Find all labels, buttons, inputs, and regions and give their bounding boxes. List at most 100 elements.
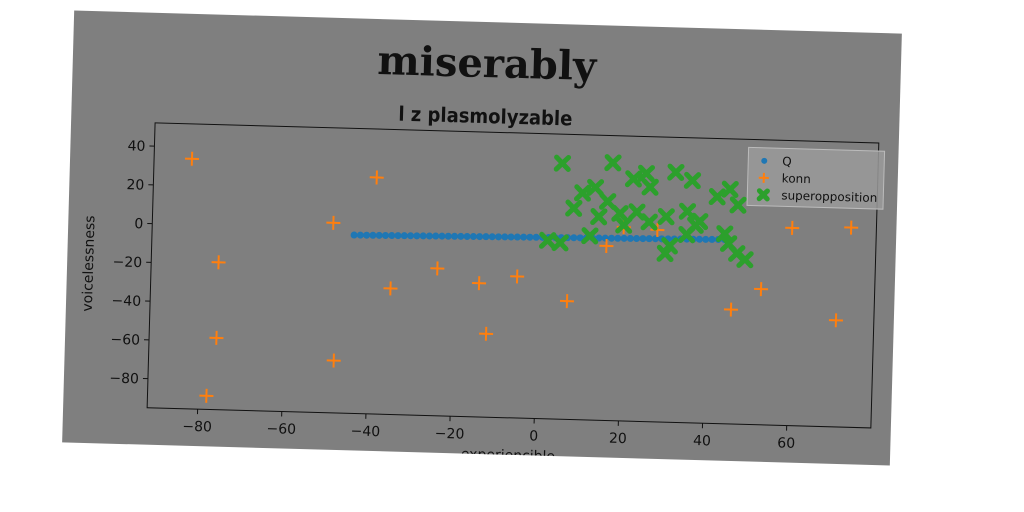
point-Q <box>413 232 421 240</box>
legend-label: konn <box>782 171 811 186</box>
point-konn <box>828 313 843 328</box>
point-Q <box>507 233 515 241</box>
y-tick-label: −80 <box>109 371 139 388</box>
point-Q <box>488 233 496 241</box>
point-superopposition <box>590 208 608 226</box>
point-Q <box>350 231 358 239</box>
point-superopposition <box>565 199 583 217</box>
point-Q <box>532 233 540 241</box>
marks-layer <box>184 151 859 403</box>
point-konn <box>510 269 525 284</box>
legend-label: Q <box>782 154 792 168</box>
point-Q <box>708 235 716 243</box>
point-superopposition <box>604 154 622 172</box>
point-superopposition <box>551 234 569 252</box>
point-superopposition <box>683 171 702 190</box>
point-superopposition <box>538 231 557 250</box>
x-tick-label: −20 <box>435 426 465 443</box>
y-axis-label: voicelessness <box>80 215 99 312</box>
legend-marker-superopposition <box>756 188 770 202</box>
point-Q <box>620 234 628 242</box>
point-superopposition <box>686 216 705 234</box>
point-Q <box>381 231 389 239</box>
point-Q <box>444 232 452 240</box>
point-konn <box>184 151 200 166</box>
point-konn <box>599 238 614 254</box>
point-Q <box>651 235 659 243</box>
point-superopposition <box>729 196 747 214</box>
point-konn <box>326 215 341 230</box>
point-konn <box>754 282 769 297</box>
x-tick-label: 60 <box>777 435 795 451</box>
point-Q <box>400 232 408 240</box>
point-superopposition <box>615 216 633 234</box>
point-Q <box>645 235 653 243</box>
plot-frame <box>146 122 880 429</box>
point-superopposition <box>624 170 643 188</box>
point-Q <box>356 231 364 239</box>
point-konn <box>369 170 384 185</box>
point-superopposition <box>736 250 754 269</box>
point-konn <box>209 330 224 345</box>
point-superopposition <box>721 180 739 198</box>
point-konn <box>211 255 226 270</box>
y-tick-label: 0 <box>134 216 143 232</box>
point-Q <box>595 234 603 242</box>
point-Q <box>438 232 446 240</box>
point-Q <box>363 231 371 239</box>
point-Q <box>407 232 415 240</box>
x-axis-label: experiencible <box>461 446 556 465</box>
point-Q <box>432 232 440 240</box>
x-tick-label: 20 <box>609 431 627 447</box>
scatter-plot: −80 −60 −40 −20 0 20 40 60 40 20 0 −20 −40 −60 −80 Qko… <box>80 122 886 465</box>
legend-label: superopposition <box>781 188 877 205</box>
point-superopposition <box>637 164 656 183</box>
point-Q <box>369 231 377 239</box>
point-konn <box>785 220 800 235</box>
point-superopposition <box>708 188 726 206</box>
x-tick-label: 40 <box>693 433 711 449</box>
point-konn <box>844 220 859 235</box>
axes-layer: −80 −60 −40 −20 0 20 40 60 40 20 0 −20 −40 −60 −80 <box>109 122 880 452</box>
y-tick-label: −40 <box>111 293 141 310</box>
point-Q <box>570 234 578 242</box>
point-superopposition <box>640 213 658 231</box>
point-Q <box>614 234 622 242</box>
point-Q <box>457 232 465 240</box>
point-Q <box>639 235 647 243</box>
point-konn <box>559 294 575 309</box>
point-konn <box>199 388 214 403</box>
point-superopposition <box>678 202 697 221</box>
point-konn <box>430 261 445 276</box>
y-tick-label: −60 <box>110 332 140 349</box>
x-tick-label: −60 <box>266 421 296 438</box>
point-Q <box>476 233 484 241</box>
y-tick-label: 20 <box>126 177 144 193</box>
point-superopposition <box>656 244 674 263</box>
point-konn <box>650 222 665 237</box>
point-Q <box>633 235 641 243</box>
chart-figure: miserably l z plasmolyzable −80 −60 −40 −20… <box>62 10 902 466</box>
x-tick-label: −40 <box>350 423 380 440</box>
point-Q <box>388 232 396 240</box>
point-Q <box>695 235 703 243</box>
point-konn <box>326 353 341 368</box>
y-tick-label: 40 <box>127 138 145 154</box>
point-superopposition <box>586 178 605 197</box>
legend-box <box>746 146 886 210</box>
point-Q <box>469 233 477 241</box>
point-superopposition <box>611 204 629 223</box>
point-Q <box>494 233 502 241</box>
point-Q <box>626 234 634 242</box>
point-superopposition <box>581 227 599 245</box>
legend-marker-Q <box>761 157 768 164</box>
point-Q <box>501 233 509 241</box>
point-Q <box>601 234 609 242</box>
point-Q <box>419 232 427 240</box>
point-superopposition <box>660 237 679 255</box>
point-superopposition <box>641 178 659 196</box>
point-Q <box>608 234 616 242</box>
point-Q <box>702 235 710 243</box>
point-superopposition <box>667 163 685 181</box>
